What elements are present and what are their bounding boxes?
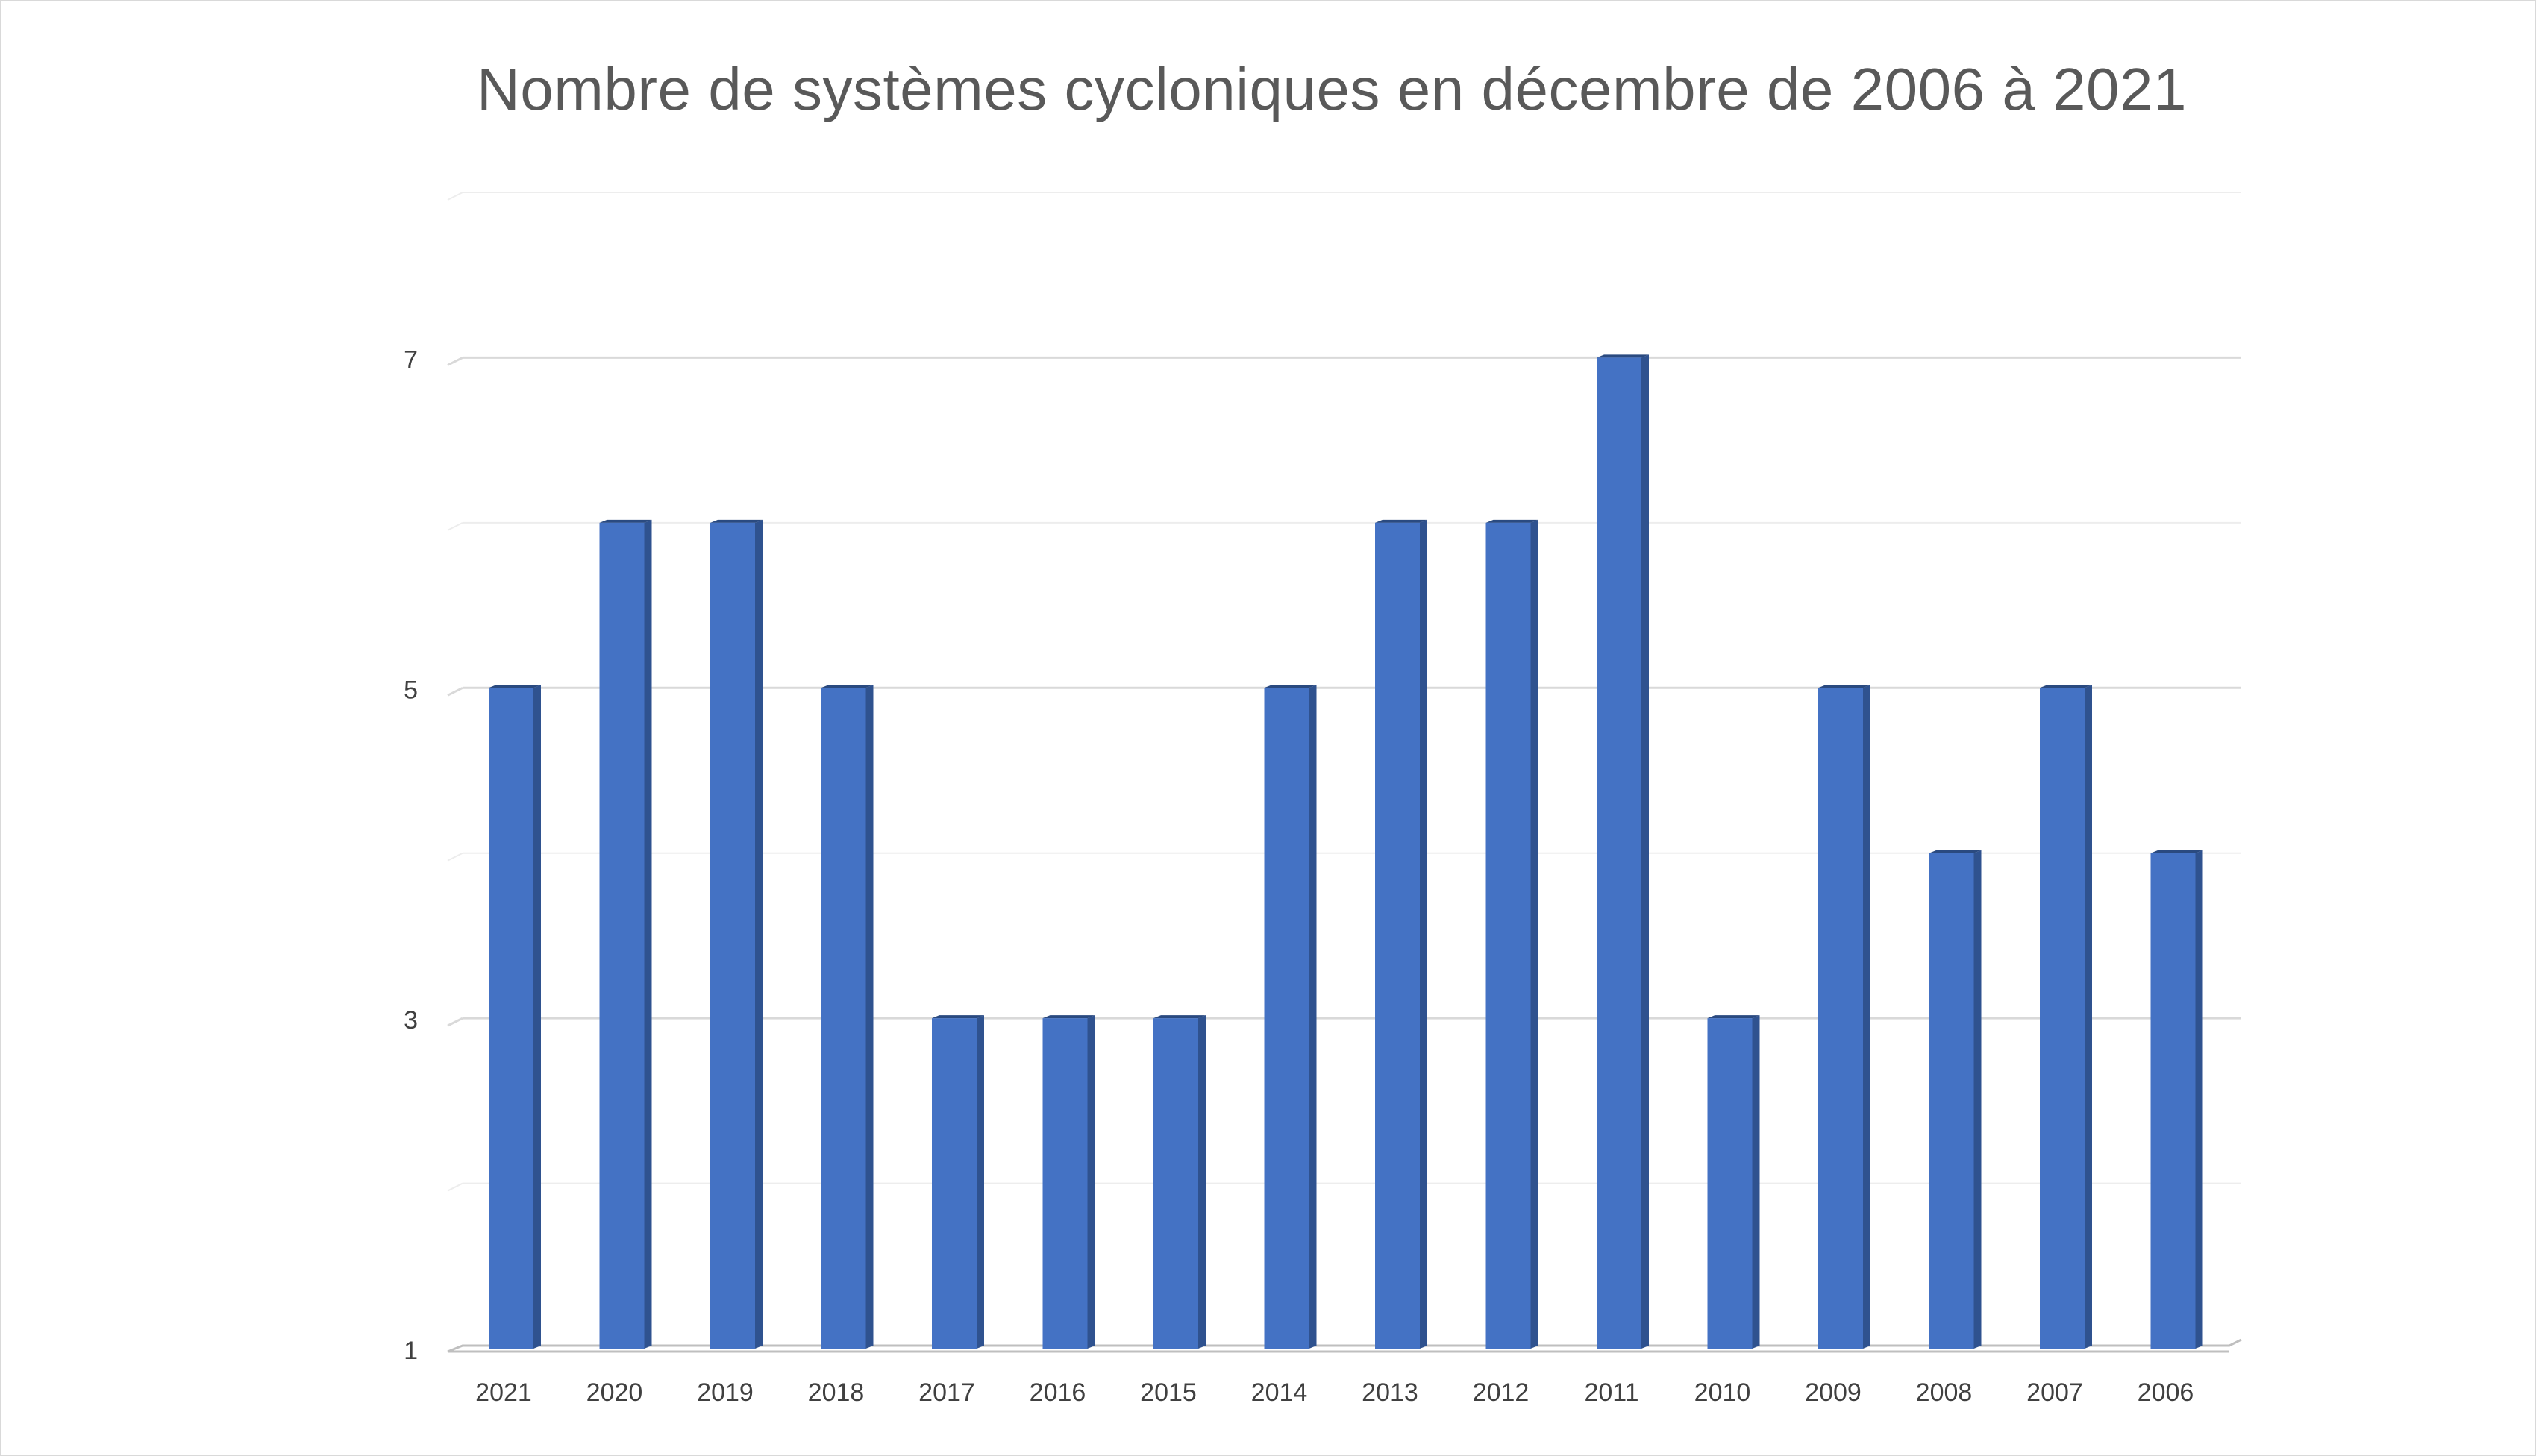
bar [1597, 354, 1649, 1349]
bar-top [489, 685, 541, 688]
bar-side [1087, 1015, 1095, 1349]
bar-front [599, 522, 645, 1349]
bar-side [755, 519, 763, 1349]
bar-top [2040, 685, 2092, 688]
y-tick-label: 3 [404, 1006, 418, 1035]
bar [2150, 850, 2203, 1349]
bars-layer [489, 354, 2203, 1349]
x-tick-label: 2011 [1584, 1378, 1638, 1407]
x-tick-label: 2017 [918, 1378, 975, 1407]
x-tick-label: 2018 [808, 1378, 865, 1407]
x-tick-label: 2010 [1694, 1378, 1751, 1407]
bar-front [710, 522, 755, 1349]
gridline-depth [447, 686, 463, 697]
bar-side [1420, 519, 1427, 1349]
gridline-depth [447, 852, 463, 862]
bar-front [1818, 688, 1863, 1349]
bar-side [1530, 519, 1538, 1349]
gridline-depth [447, 1017, 463, 1027]
bar [2040, 685, 2092, 1349]
bar-top [710, 519, 763, 523]
y-axis-ticks: 1 3 5 7 [404, 345, 418, 1365]
y-tick-label: 7 [404, 345, 418, 374]
bar [1485, 519, 1538, 1349]
y-tick-label: 1 [404, 1337, 418, 1365]
x-tick-label: 2015 [1140, 1378, 1197, 1407]
bar-front [2150, 853, 2196, 1349]
bar-top [932, 1015, 984, 1019]
bar-top [1375, 519, 1427, 523]
bar-side [1863, 685, 1870, 1349]
gridline-depth [447, 521, 463, 531]
y-tick-label: 5 [404, 676, 418, 704]
bar [1707, 1015, 1760, 1349]
bar-front [1042, 1018, 1088, 1349]
x-tick-label: 2014 [1251, 1378, 1308, 1407]
bar-side [865, 685, 874, 1349]
x-axis-line [447, 1338, 2242, 1353]
bar-top [1264, 685, 1317, 688]
x-tick-label: 2007 [2026, 1378, 2083, 1407]
bar-front [1707, 1018, 1753, 1349]
bar [821, 685, 874, 1349]
bar-top [599, 519, 652, 523]
x-tick-label: 2016 [1030, 1378, 1086, 1407]
bar-top [1707, 1015, 1760, 1019]
bar-side [1641, 354, 1649, 1349]
bar [932, 1015, 984, 1349]
x-tick-label: 2012 [1473, 1378, 1530, 1407]
bar-side [2195, 850, 2203, 1349]
bar-front [821, 688, 866, 1349]
bar [599, 519, 652, 1349]
bar-front [1485, 522, 1531, 1349]
bar [1929, 850, 1982, 1349]
bar [1375, 519, 1427, 1349]
bar-top [2150, 850, 2203, 853]
bar [489, 685, 541, 1349]
bar-front [1264, 688, 1309, 1349]
bar-front [1153, 1018, 1198, 1349]
bar-front [489, 688, 533, 1349]
bar [1042, 1015, 1095, 1349]
bar-side [1973, 850, 1982, 1349]
bar-side [2085, 685, 2092, 1349]
x-tick-label: 2006 [2138, 1378, 2194, 1407]
x-tick-label: 2009 [1805, 1378, 1862, 1407]
x-axis-ticks: 2021 2020 2019 2018 2017 2016 2015 2014 2013 2012… [475, 1378, 2194, 1407]
bar-front [1375, 522, 1420, 1349]
bar-top [821, 685, 874, 688]
gridline-depth [447, 1182, 463, 1192]
bar-top [1929, 850, 1982, 853]
bar-top [1597, 354, 1649, 358]
bar-side [1752, 1015, 1760, 1349]
bar-front [1597, 357, 1641, 1349]
bar-side [533, 685, 541, 1349]
bar-front [932, 1018, 977, 1349]
bar [1818, 685, 1870, 1349]
gridline-depth [447, 192, 463, 201]
bar [1153, 1015, 1206, 1349]
bar [710, 519, 763, 1349]
bar-front [2040, 688, 2085, 1349]
x-tick-label: 2019 [697, 1378, 754, 1407]
bar-side [1198, 1015, 1206, 1349]
bar-side [1309, 685, 1317, 1349]
bar-front [1929, 853, 1974, 1349]
bar-side [977, 1015, 984, 1349]
gridline-depth [447, 357, 463, 366]
bar [1264, 685, 1317, 1349]
bar-side [644, 519, 652, 1349]
bar-top [1153, 1015, 1206, 1019]
x-tick-label: 2021 [475, 1378, 532, 1407]
bar-top [1485, 519, 1538, 523]
x-tick-label: 2013 [1362, 1378, 1418, 1407]
bar-top [1818, 685, 1870, 688]
x-tick-label: 2020 [586, 1378, 643, 1407]
bar-top [1042, 1015, 1095, 1019]
chart-title: Nombre de systèmes cycloniques en décemb… [476, 56, 2188, 122]
x-tick-label: 2008 [1916, 1378, 1973, 1407]
